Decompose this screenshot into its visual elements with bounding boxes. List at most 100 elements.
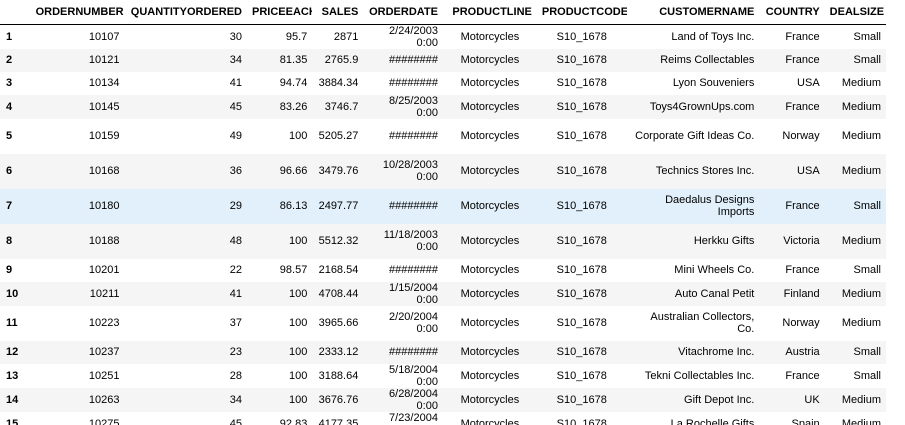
cell-priceeach: 100 xyxy=(288,369,308,382)
cell-sales: 2497.77 xyxy=(318,200,359,212)
row-index: 13 xyxy=(6,369,19,382)
cell-orderdate: 8/25/2003 0:00 xyxy=(389,94,438,119)
cell-sales: 4177.35 xyxy=(318,417,359,425)
cell-quantityordered: 29 xyxy=(229,200,242,212)
cell-productline: Motorcycles xyxy=(460,264,520,276)
cell-orderdate: 5/18/2004 0:00 xyxy=(389,363,438,388)
cell-ordernumber: 10263 xyxy=(88,393,120,406)
cell-country: Norway xyxy=(782,317,820,329)
cell-country: USA xyxy=(797,165,820,177)
header-orderdate: ORDERDATE xyxy=(363,0,443,25)
cell-productline: Motorcycles xyxy=(460,100,520,113)
cell-productcode: S10_1678 xyxy=(556,30,607,43)
cell-dealsize: Small xyxy=(853,346,881,358)
table-row: 12 10237 23 100 2333.12 ######## Motorcycles S1… xyxy=(0,340,886,364)
cell-country: Victoria xyxy=(783,235,820,247)
cell-productline: Motorcycles xyxy=(460,346,520,358)
cell-quantityordered: 41 xyxy=(229,287,242,300)
header-dealsize: DEALSIZE xyxy=(824,0,886,25)
cell-customername: Herkku Gifts xyxy=(693,235,755,247)
table-row: 9 10201 22 98.57 2168.54 ######## Motorcycles S… xyxy=(0,258,886,282)
cell-productline: Motorcycles xyxy=(460,165,520,177)
cell-customername: Corporate Gift Ideas Co. xyxy=(635,130,755,142)
cell-dealsize: Medium xyxy=(841,130,881,142)
cell-priceeach: 100 xyxy=(288,317,308,329)
cell-productline: Motorcycles xyxy=(460,130,520,142)
cell-customername: Reims Collectables xyxy=(660,54,755,66)
row-index: 1 xyxy=(6,30,13,43)
cell-productline: Motorcycles xyxy=(460,54,520,66)
cell-orderdate: ######## xyxy=(389,200,438,212)
row-index: 2 xyxy=(6,54,13,66)
cell-orderdate: 6/28/2004 0:00 xyxy=(389,387,438,412)
cell-sales: 5205.27 xyxy=(318,130,359,142)
cell-ordernumber: 10121 xyxy=(88,54,120,66)
cell-customername: Lyon Souveniers xyxy=(672,77,755,89)
cell-priceeach: 100 xyxy=(288,130,308,142)
table-row: 11 10223 37 100 3965.66 2/20/2004 0:00 Motorcy… xyxy=(0,305,886,341)
cell-productcode: S10_1678 xyxy=(556,77,607,89)
table-row: 10 10211 41 100 4708.44 1/15/2004 0:00 Motorcy… xyxy=(0,281,886,306)
cell-priceeach: 94.74 xyxy=(279,77,308,89)
dataframe-table: ORDERNUMBER QUANTITYORDERED PRICEEACH SA… xyxy=(0,0,886,425)
cell-country: Spain xyxy=(791,417,820,425)
cell-ordernumber: 10107 xyxy=(88,30,120,43)
cell-orderdate: 1/15/2004 0:00 xyxy=(389,281,438,306)
cell-quantityordered: 48 xyxy=(229,235,242,247)
cell-quantityordered: 23 xyxy=(229,346,242,358)
cell-quantityordered: 41 xyxy=(229,77,242,89)
cell-sales: 3746.7 xyxy=(324,100,359,113)
cell-productcode: S10_1678 xyxy=(556,369,607,382)
table-row: 6 10168 36 96.66 3479.76 10/28/2003 0:00 Motor… xyxy=(0,153,886,189)
row-index: 3 xyxy=(6,77,13,89)
cell-productcode: S10_1678 xyxy=(556,417,607,425)
header-productline: PRODUCTLINE xyxy=(442,0,537,25)
cell-customername: Land of Toys Inc. xyxy=(671,30,755,43)
cell-productline: Motorcycles xyxy=(460,30,520,43)
cell-customername: Mini Wheels Co. xyxy=(674,264,755,276)
cell-dealsize: Small xyxy=(853,30,881,43)
cell-productcode: S10_1678 xyxy=(556,54,607,66)
cell-ordernumber: 10201 xyxy=(88,264,120,276)
cell-customername: Toys4GrownUps.com xyxy=(649,100,755,113)
cell-ordernumber: 10159 xyxy=(88,130,120,142)
cell-productcode: S10_1678 xyxy=(556,130,607,142)
cell-orderdate: 11/18/2003 0:00 xyxy=(383,229,438,253)
cell-productline: Motorcycles xyxy=(460,200,520,212)
cell-dealsize: Small xyxy=(853,200,881,212)
cell-priceeach: 100 xyxy=(288,235,308,247)
cell-ordernumber: 10251 xyxy=(88,369,120,382)
header-index xyxy=(0,0,31,25)
cell-dealsize: Medium xyxy=(841,77,881,89)
scroll-edge xyxy=(886,0,905,425)
table-row: 2 10121 34 81.35 2765.9 ######## Motorcycles S1… xyxy=(0,48,886,72)
cell-orderdate: ######## xyxy=(389,346,438,358)
row-index: 4 xyxy=(6,100,13,113)
header-sales: SALES xyxy=(312,0,364,25)
cell-sales: 3479.76 xyxy=(318,165,359,177)
header-priceeach: PRICEEACH xyxy=(247,0,313,25)
cell-priceeach: 95.7 xyxy=(285,30,308,43)
header-quantityordered: QUANTITYORDERED xyxy=(124,0,247,25)
cell-sales: 2168.54 xyxy=(318,264,359,276)
cell-customername: La Rochelle Gifts xyxy=(670,417,755,425)
cell-country: Finland xyxy=(783,287,820,300)
cell-ordernumber: 10211 xyxy=(89,287,120,300)
table-row: 8 10188 48 100 5512.32 11/18/2003 0:00 Motorcy… xyxy=(0,223,886,259)
cell-country: France xyxy=(785,369,820,382)
table-row: 13 10251 28 100 3188.64 5/18/2004 0:00 Motorcy… xyxy=(0,363,886,388)
cell-customername: Daedalus Designs Imports xyxy=(665,194,755,218)
cell-country: France xyxy=(785,30,820,43)
cell-priceeach: 96.66 xyxy=(279,165,308,177)
cell-ordernumber: 10180 xyxy=(88,200,120,212)
cell-productcode: S10_1678 xyxy=(556,346,607,358)
cell-sales: 3965.66 xyxy=(318,317,359,329)
cell-productcode: S10_1678 xyxy=(556,100,607,113)
cell-ordernumber: 10168 xyxy=(88,165,120,177)
cell-sales: 2871 xyxy=(333,30,359,43)
cell-country: France xyxy=(785,54,820,66)
cell-sales: 2765.9 xyxy=(324,54,359,66)
cell-productline: Motorcycles xyxy=(460,77,520,89)
cell-productline: Motorcycles xyxy=(460,287,520,300)
row-index: 7 xyxy=(6,200,13,212)
